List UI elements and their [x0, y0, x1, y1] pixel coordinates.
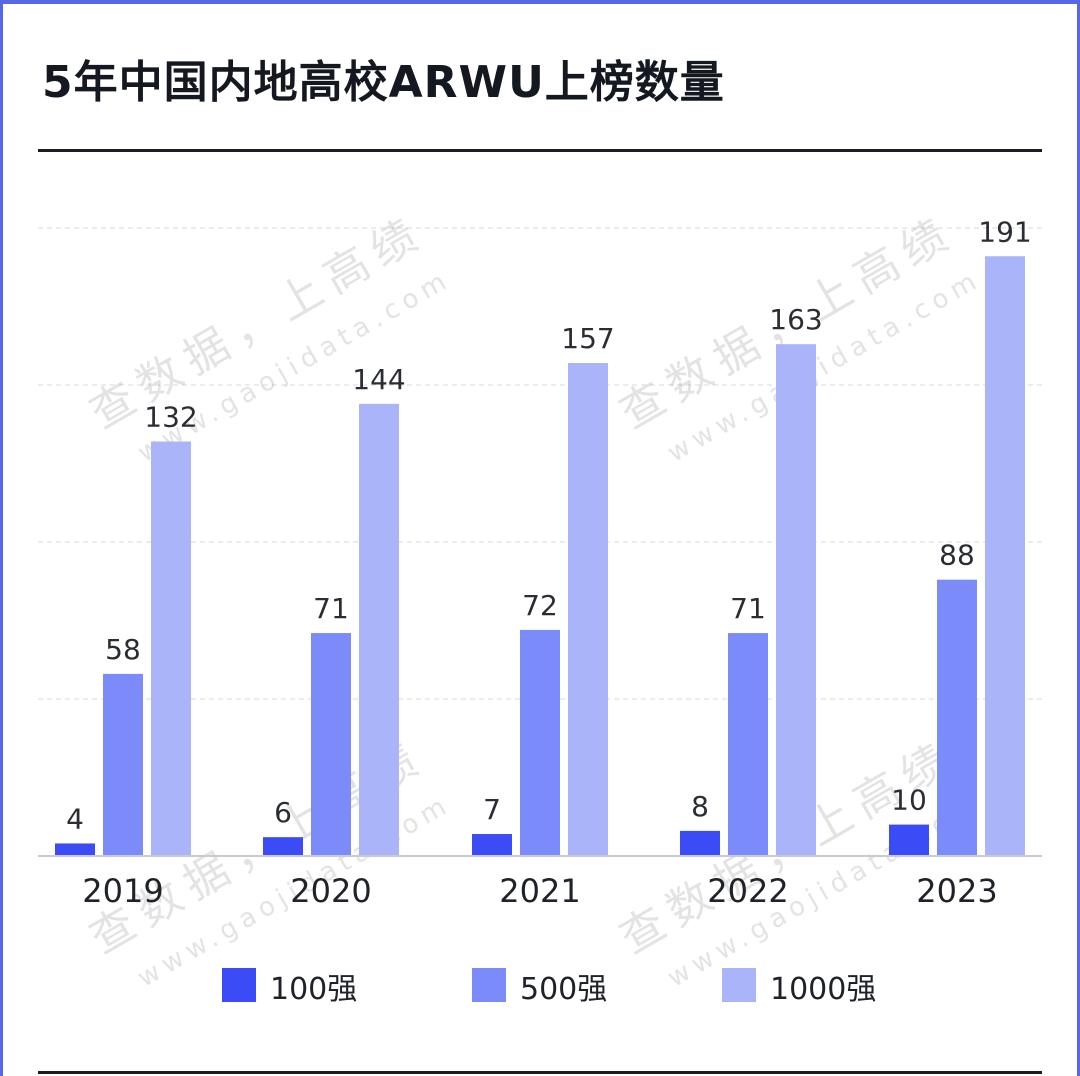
- x-tick-label: 2021: [499, 872, 580, 910]
- data-label: 163: [769, 303, 822, 336]
- bar-2023-500强: [937, 579, 977, 856]
- chart-title: 5年中国内地高校ARWU上榜数量: [42, 57, 725, 108]
- data-label: 10: [891, 784, 927, 817]
- bar-2021-100强: [472, 834, 512, 856]
- data-label: 132: [144, 401, 197, 434]
- legend-swatch-500: [472, 968, 506, 1002]
- bar-2019-1000强: [151, 441, 191, 856]
- legend-label-1000: 1000强: [770, 972, 877, 1007]
- legend-label-500: 500强: [520, 972, 608, 1007]
- bar-2021-500强: [520, 629, 560, 856]
- x-tick-label: 2023: [916, 872, 997, 910]
- x-tick-label: 2019: [82, 872, 163, 910]
- data-label: 6: [274, 796, 292, 829]
- bar-2019-100强: [55, 843, 95, 856]
- data-label: 72: [522, 589, 558, 622]
- data-label: 144: [352, 363, 405, 396]
- legend-label-100: 100强: [270, 972, 358, 1007]
- bar-2022-1000强: [776, 344, 816, 856]
- legend-swatch-1000: [722, 968, 756, 1002]
- legend-swatch-100: [222, 968, 256, 1002]
- bar-2019-500强: [103, 673, 143, 856]
- data-label: 7: [483, 793, 501, 826]
- data-label: 71: [313, 592, 349, 625]
- bar-2023-100强: [889, 824, 929, 856]
- bar-2020-1000强: [359, 403, 399, 856]
- data-label: 88: [939, 539, 975, 572]
- data-label: 58: [105, 633, 141, 666]
- footer-divider: [38, 1071, 1042, 1074]
- data-label: 8: [691, 790, 709, 823]
- x-tick-label: 2020: [290, 872, 371, 910]
- data-label: 4: [66, 802, 84, 835]
- title-divider: [38, 149, 1042, 152]
- bar-2022-100强: [680, 830, 720, 856]
- bar-2023-1000强: [985, 256, 1025, 856]
- data-label: 157: [561, 322, 614, 355]
- bar-2021-1000强: [568, 363, 608, 856]
- x-tick-label: 2022: [707, 872, 788, 910]
- bar-2022-500强: [728, 633, 768, 856]
- bar-2020-500强: [311, 633, 351, 856]
- data-label: 191: [978, 215, 1031, 248]
- data-label: 71: [730, 592, 766, 625]
- bar-2020-100强: [263, 837, 303, 856]
